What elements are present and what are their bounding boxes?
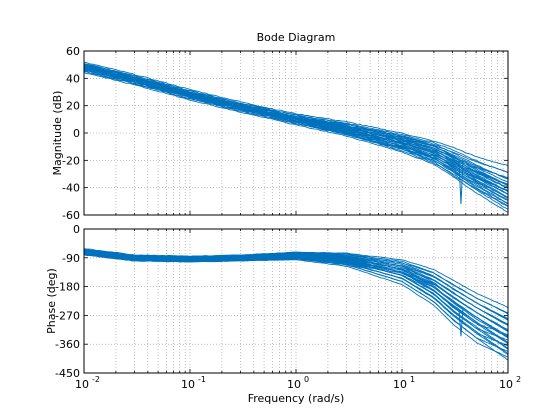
- phase-ytick-label: -450: [55, 367, 80, 380]
- magnitude-series-line: [83, 66, 509, 195]
- x-tick-exponent: 0: [304, 375, 309, 384]
- magnitude-ytick-label: -60: [62, 209, 80, 222]
- phase-ytick-label: -90: [62, 252, 80, 265]
- x-tick-exponent: 1: [410, 375, 415, 384]
- magnitude-series-line: [83, 65, 509, 189]
- phase-series-line: [83, 250, 509, 335]
- x-tick-label: 10: [181, 378, 195, 391]
- phase-grid: [84, 229, 508, 373]
- phase-ytick-label: -270: [55, 309, 80, 322]
- x-tick-labels: 10 -2 10 -1 10 0 10 1 10 2: [75, 375, 521, 391]
- phase-series-line: [83, 250, 509, 341]
- magnitude-series-line: [83, 61, 509, 167]
- phase-notch-line: [458, 308, 464, 337]
- magnitude-ytick-label: 20: [66, 100, 80, 113]
- x-tick-label: 10: [499, 378, 513, 391]
- magnitude-series-line: [83, 64, 509, 183]
- magnitude-series-line: [83, 67, 509, 188]
- magnitude-series-line: [83, 71, 509, 207]
- x-tick-exponent: 2: [516, 375, 521, 384]
- chart-title: Bode Diagram: [257, 31, 336, 44]
- magnitude-notch-line: [458, 160, 464, 205]
- x-tick-label: 10: [287, 378, 301, 391]
- x-tick-label: 10: [393, 378, 407, 391]
- phase-series-line: [83, 254, 509, 358]
- magnitude-ylabel: Magnitude (dB): [51, 91, 64, 176]
- magnitude-series-line: [83, 68, 509, 195]
- x-axis-label: Frequency (rad/s): [248, 392, 345, 405]
- phase-series-line: [83, 252, 509, 347]
- magnitude-series: [83, 61, 509, 213]
- phase-ytick-label: 0: [73, 223, 80, 236]
- magnitude-subplot: -60 -40 -20 0 20 40 60 Magnitude (dB): [51, 45, 509, 222]
- phase-ytick-label: -360: [55, 338, 80, 351]
- x-tick-exponent: -2: [92, 375, 100, 384]
- magnitude-series-line: [83, 63, 509, 174]
- magnitude-ytick-label: 60: [66, 45, 80, 58]
- phase-ticks: -450 -360 -270 -180 -90 0: [55, 223, 509, 380]
- phase-ytick-label: -180: [55, 281, 80, 294]
- magnitude-ytick-label: -40: [62, 182, 80, 195]
- magnitude-ytick-label: -20: [62, 154, 80, 167]
- phase-series-line: [83, 249, 509, 315]
- phase-series-line: [83, 253, 509, 352]
- magnitude-ytick-label: 40: [66, 72, 80, 85]
- x-tick-label: 10: [75, 378, 89, 391]
- x-tick-exponent: -1: [198, 375, 206, 384]
- magnitude-ticks: -60 -40 -20 0 20 40 60: [62, 45, 509, 222]
- magnitude-ytick-label: 0: [73, 127, 80, 140]
- phase-series: [83, 248, 509, 361]
- phase-ylabel: Phase (deg): [45, 268, 58, 334]
- magnitude-series-line: [83, 69, 509, 201]
- phase-subplot: -450 -360 -270 -180 -90 0 Phase (deg): [45, 223, 509, 380]
- magnitude-series-line: [83, 72, 509, 213]
